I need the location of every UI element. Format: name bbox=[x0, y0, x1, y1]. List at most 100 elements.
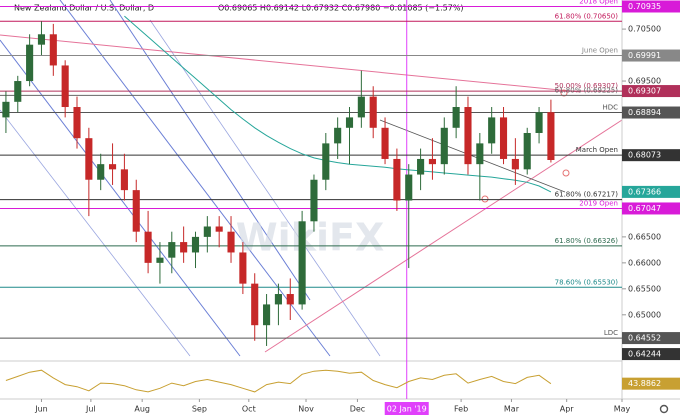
candle-body bbox=[239, 252, 247, 284]
price-box-label: 0.68073 bbox=[628, 151, 661, 160]
candle-body bbox=[298, 221, 306, 305]
price-box bbox=[622, 332, 680, 345]
level-label: March Open bbox=[576, 146, 618, 154]
rsi-line bbox=[5, 369, 552, 393]
y-tick-label: 0.69500 bbox=[628, 77, 661, 86]
y-tick-label: 0.65500 bbox=[628, 284, 661, 293]
candle-body bbox=[499, 117, 508, 159]
candle-body bbox=[227, 231, 235, 253]
date-marker-box bbox=[384, 402, 429, 415]
candle-body bbox=[381, 127, 389, 159]
x-tick-label: Oct bbox=[242, 405, 256, 414]
rsi-box bbox=[622, 377, 680, 390]
candle-body bbox=[405, 174, 413, 201]
x-tick-label: Apr bbox=[560, 405, 575, 414]
level-label: 61.80% (0.67217) bbox=[555, 191, 619, 199]
candle-body bbox=[108, 164, 117, 170]
candle-body bbox=[523, 132, 531, 170]
candle-body bbox=[357, 96, 365, 118]
candle-body bbox=[14, 81, 22, 102]
candle-body bbox=[452, 107, 460, 128]
price-box bbox=[622, 348, 680, 361]
candle-body bbox=[511, 158, 519, 170]
level-label: 61.80% (0.66326) bbox=[555, 237, 619, 245]
candle-body bbox=[464, 107, 472, 165]
x-tick-label: Aug bbox=[134, 405, 150, 414]
x-tick-label: May bbox=[614, 405, 631, 414]
level-label: 50.00% (0.69307) bbox=[555, 82, 619, 90]
candle-body bbox=[428, 158, 436, 165]
candle-body bbox=[535, 112, 543, 133]
y-tick-label: 0.70500 bbox=[628, 25, 661, 34]
candle-body bbox=[440, 127, 448, 165]
level-label: 2018 Open bbox=[579, 0, 618, 5]
x-tick-label: Jul bbox=[85, 405, 96, 414]
price-box-label: 0.67047 bbox=[628, 204, 661, 213]
candle-body bbox=[49, 34, 57, 66]
level-label: 2019 Open bbox=[579, 199, 618, 207]
candle-body bbox=[97, 164, 105, 180]
candle-body bbox=[180, 242, 188, 253]
x-tick-label: Sep bbox=[192, 405, 207, 414]
x-tick-label: Dec bbox=[350, 405, 365, 414]
level-label: 61.80% (0.69225) bbox=[555, 86, 619, 94]
price-box bbox=[622, 106, 680, 119]
candle-body bbox=[156, 257, 164, 263]
candle-body bbox=[251, 283, 259, 326]
price-box bbox=[622, 49, 680, 62]
x-tick-label: Jun bbox=[34, 405, 48, 414]
candle-body bbox=[85, 138, 93, 180]
price-box bbox=[622, 185, 680, 198]
candle-body bbox=[310, 179, 318, 222]
x-tick-label: Feb bbox=[454, 405, 468, 414]
symbol: New Zealand Dollar / U.S. Dollar, D bbox=[14, 4, 154, 13]
level-label: HDC bbox=[602, 104, 618, 112]
date-marker-label: 02 Jan '19 bbox=[387, 405, 427, 414]
price-box bbox=[622, 85, 680, 98]
candle-body bbox=[26, 44, 34, 82]
candle-body bbox=[132, 190, 140, 232]
level-label: 78.60% (0.65530) bbox=[555, 278, 619, 286]
price-box bbox=[622, 202, 680, 215]
candle-body bbox=[334, 127, 342, 144]
candle-body bbox=[369, 96, 377, 128]
price-box bbox=[622, 149, 680, 162]
settings-icon[interactable] bbox=[659, 404, 669, 414]
level-label: 61.80% (0.70650) bbox=[555, 12, 619, 20]
y-tick-label: 0.65000 bbox=[628, 310, 661, 319]
y-tick-label: 0.66000 bbox=[628, 258, 661, 267]
candle-body bbox=[191, 236, 200, 253]
price-box-label: 0.69991 bbox=[628, 51, 661, 60]
ohlc: O0.69065 H0.69142 L0.67932 C0.67980 −0.0… bbox=[218, 4, 464, 13]
rsi-box-label: 43.8862 bbox=[628, 379, 661, 388]
candle-body bbox=[322, 143, 330, 180]
candle-body bbox=[393, 158, 401, 201]
level-label: LDC bbox=[604, 329, 618, 337]
candle-body bbox=[120, 169, 128, 191]
level-label: June Open bbox=[581, 47, 618, 55]
candle-body bbox=[417, 158, 425, 175]
candle-body bbox=[345, 117, 354, 128]
price-box-label: 0.64244 bbox=[628, 350, 661, 359]
candle-body bbox=[476, 143, 484, 165]
price-box-label: 0.70935 bbox=[628, 2, 661, 11]
trend-lines bbox=[0, 0, 623, 357]
candle-body bbox=[203, 226, 211, 237]
candle-body bbox=[274, 294, 282, 305]
price-box-label: 0.68894 bbox=[628, 108, 661, 117]
watermark: WikiFX bbox=[236, 216, 385, 260]
candle-body bbox=[2, 101, 10, 118]
x-tick-label: Nov bbox=[298, 405, 314, 414]
candle-body bbox=[168, 242, 176, 258]
price-box-label: 0.69307 bbox=[628, 87, 661, 96]
candle-body bbox=[215, 226, 223, 232]
candle-body bbox=[61, 65, 69, 108]
price-box-label: 0.64552 bbox=[628, 334, 661, 343]
candle-body bbox=[286, 294, 294, 305]
candle-body bbox=[37, 34, 46, 45]
candle-body bbox=[547, 112, 555, 160]
candle-body bbox=[263, 304, 271, 326]
x-tick-label: Mar bbox=[504, 405, 520, 414]
y-tick-label: 0.66500 bbox=[628, 232, 661, 241]
